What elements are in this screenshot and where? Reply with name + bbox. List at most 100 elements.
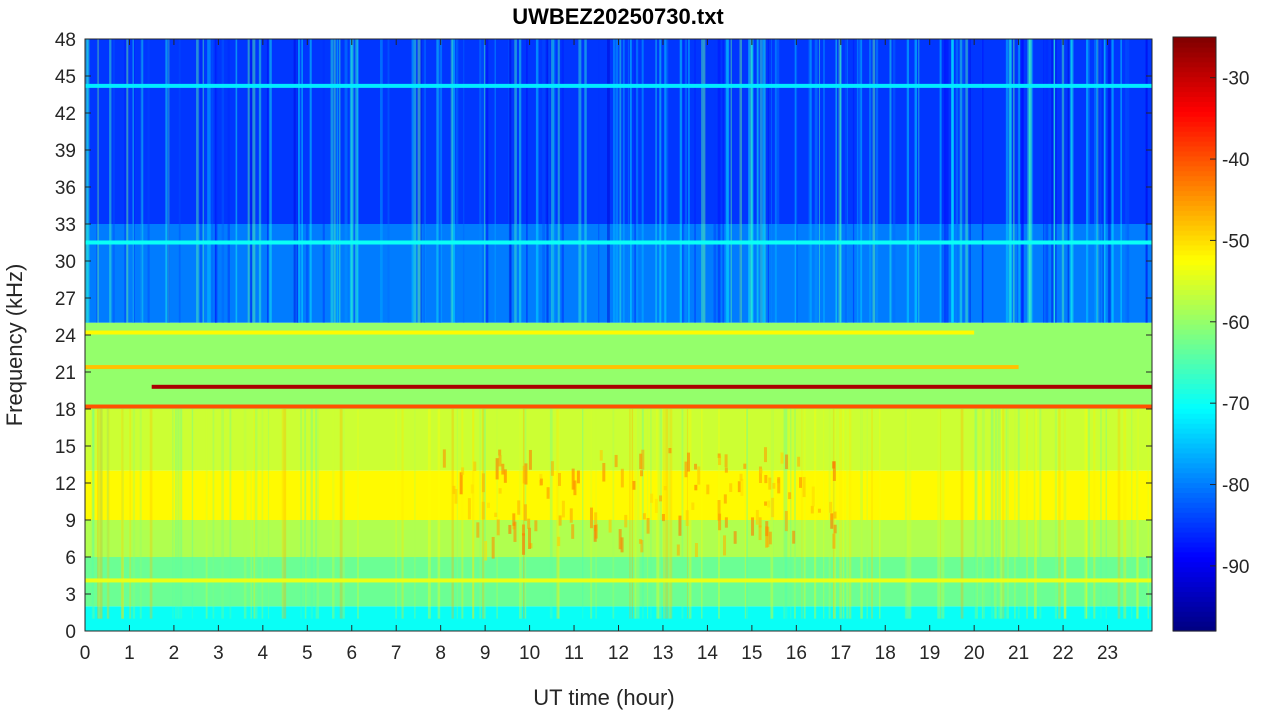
spectrum-streak bbox=[420, 39, 422, 323]
spectrum-streak bbox=[839, 409, 842, 619]
spectrum-patch bbox=[661, 513, 665, 522]
spectrum-streak bbox=[994, 409, 996, 619]
spectrum-streak bbox=[269, 39, 272, 323]
spectrum-streak bbox=[332, 409, 335, 619]
spectrum-streak bbox=[112, 39, 115, 323]
x-tick-label: 19 bbox=[919, 643, 940, 664]
spectrum-patch bbox=[697, 466, 701, 485]
x-tick-label: 15 bbox=[741, 643, 762, 664]
spectrum-streak bbox=[969, 39, 971, 323]
spectrum-streak bbox=[281, 409, 284, 619]
colorbar-segment bbox=[1173, 145, 1216, 152]
spectrum-streak bbox=[794, 39, 798, 323]
spectrum-streak bbox=[612, 39, 616, 323]
spectrum-streak bbox=[767, 39, 769, 323]
x-tick-label: 7 bbox=[391, 643, 402, 664]
spectrum-streak bbox=[939, 39, 942, 323]
colorbar-segment bbox=[1173, 309, 1216, 315]
colorbar-segment bbox=[1173, 101, 1216, 107]
spectrum-streak bbox=[526, 39, 528, 323]
spectrum-streak bbox=[344, 39, 348, 323]
spectrum-patch bbox=[765, 526, 769, 548]
spectrum-streak bbox=[726, 39, 730, 323]
spectrum-streak bbox=[452, 39, 456, 323]
spectrum-streak bbox=[838, 39, 842, 323]
colorbar-segment bbox=[1173, 403, 1216, 409]
spectrum-streak bbox=[1028, 39, 1032, 323]
spectrum-streak bbox=[751, 39, 753, 323]
spectrum-streak bbox=[774, 39, 777, 323]
spectrum-streak bbox=[1054, 39, 1057, 323]
colorbar-segment bbox=[1173, 220, 1216, 226]
spectrum-streak bbox=[283, 409, 287, 619]
colorbar-segment bbox=[1173, 215, 1216, 221]
spectrum-streak bbox=[965, 39, 968, 323]
spectrum-patch bbox=[758, 517, 762, 528]
colorbar-segment bbox=[1173, 86, 1216, 93]
spectrum-streak bbox=[871, 409, 873, 619]
spectrum-streak bbox=[1099, 39, 1101, 323]
spectrum-patch bbox=[832, 461, 836, 481]
spectrum-streak bbox=[688, 39, 690, 323]
colorbar-segment bbox=[1173, 398, 1216, 404]
spectrum-patch bbox=[832, 533, 836, 549]
spectrum-streak bbox=[1034, 409, 1037, 619]
spectrum-streak bbox=[956, 39, 959, 323]
spectrum-patch bbox=[602, 462, 606, 482]
narrowband-line bbox=[85, 578, 1152, 583]
colorbar-tick-label: -30 bbox=[1222, 69, 1249, 90]
colorbar-segment bbox=[1173, 428, 1216, 434]
spectrum-streak bbox=[1006, 409, 1009, 619]
spectrum-streak bbox=[739, 39, 743, 323]
spectrum-band bbox=[85, 470, 1152, 520]
spectrum-streak bbox=[994, 409, 998, 619]
spectrum-streak bbox=[730, 39, 732, 323]
spectrum-patch bbox=[724, 517, 728, 528]
y-tick-label: 21 bbox=[55, 363, 76, 384]
spectrum-streak bbox=[622, 39, 625, 323]
spectrum-streak bbox=[297, 39, 300, 323]
spectrum-streak bbox=[556, 409, 559, 619]
spectrum-streak bbox=[703, 39, 706, 323]
y-tick-label: 27 bbox=[55, 289, 76, 310]
spectrum-streak bbox=[167, 39, 170, 323]
spectrum-streak bbox=[1021, 39, 1024, 323]
spectrum-streak bbox=[844, 39, 848, 323]
colorbar-segment bbox=[1173, 319, 1216, 325]
spectrum-patch bbox=[524, 463, 528, 485]
spectrum-streak bbox=[178, 39, 181, 323]
spectrum-streak bbox=[1086, 409, 1088, 619]
spectrum-streak bbox=[209, 39, 211, 323]
spectrum-streak bbox=[1145, 39, 1148, 323]
colorbar-segment bbox=[1173, 447, 1216, 454]
spectrum-streak bbox=[149, 409, 153, 619]
spectrum-streak bbox=[612, 409, 615, 619]
spectrum-streak bbox=[167, 39, 170, 323]
spectrum-streak bbox=[99, 409, 103, 619]
spectrum-streak bbox=[1088, 409, 1090, 619]
x-tick-label: 10 bbox=[519, 643, 540, 664]
spectrum-streak bbox=[634, 39, 637, 323]
spectrum-patch bbox=[513, 521, 517, 542]
spectrum-streak bbox=[96, 39, 98, 323]
spectrum-streak bbox=[1033, 409, 1036, 619]
spectrum-streak bbox=[783, 409, 785, 619]
spectrum-streak bbox=[1063, 409, 1066, 619]
spectrum-patch bbox=[799, 477, 803, 488]
spectrum-streak bbox=[437, 39, 441, 323]
spectrum-streak bbox=[305, 39, 309, 323]
colorbar-segment bbox=[1173, 477, 1216, 484]
spectrum-streak bbox=[336, 39, 339, 323]
spectrum-streak bbox=[322, 39, 325, 323]
spectrum-patch bbox=[576, 470, 580, 484]
colorbar-segment bbox=[1173, 393, 1216, 399]
colorbar-segment bbox=[1173, 111, 1216, 117]
spectrum-patch bbox=[599, 450, 603, 461]
spectrum-streak bbox=[333, 39, 336, 323]
x-tick-label: 11 bbox=[564, 643, 584, 664]
spectrum-streak bbox=[508, 39, 512, 323]
spectrum-patch bbox=[659, 495, 663, 502]
spectrum-streak bbox=[1017, 409, 1020, 619]
spectrum-patch bbox=[476, 522, 480, 538]
spectrum-streak bbox=[109, 39, 112, 323]
